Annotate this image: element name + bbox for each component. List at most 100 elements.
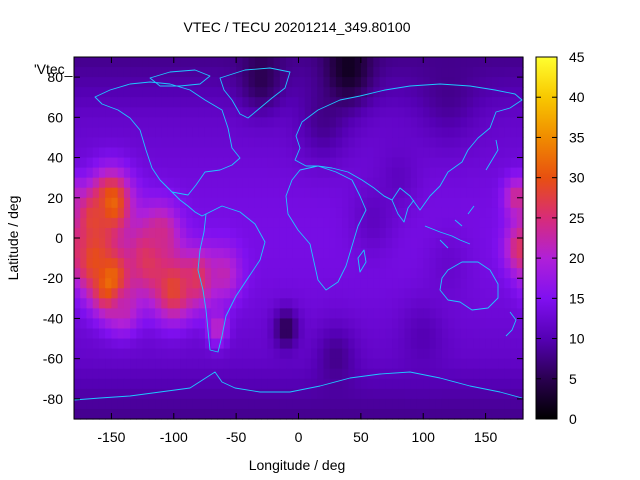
heatmap-cell bbox=[74, 197, 81, 209]
heatmap-cell bbox=[367, 87, 374, 98]
heatmap-cell bbox=[466, 378, 474, 390]
heatmap-cell bbox=[74, 268, 81, 279]
heatmap-cell bbox=[242, 258, 250, 269]
heatmap-cell bbox=[416, 398, 424, 410]
heatmap-cell bbox=[204, 388, 212, 400]
heatmap-cell bbox=[130, 137, 137, 149]
heatmap-cell bbox=[80, 227, 88, 239]
heatmap-cell bbox=[479, 248, 487, 259]
heatmap-cell bbox=[236, 117, 243, 128]
heatmap-cell bbox=[279, 348, 287, 360]
heatmap-cell bbox=[466, 137, 474, 149]
heatmap-cell bbox=[223, 57, 231, 68]
heatmap-cell bbox=[466, 268, 474, 279]
heatmap-cell bbox=[167, 217, 175, 229]
heatmap-cell bbox=[360, 137, 368, 149]
heatmap-cell bbox=[229, 358, 237, 370]
heatmap-cell bbox=[491, 77, 499, 88]
heatmap-cell bbox=[248, 127, 256, 139]
heatmap-cell bbox=[173, 167, 181, 179]
heatmap-cell bbox=[279, 167, 287, 179]
heatmap-cell bbox=[211, 157, 219, 169]
heatmap-cell bbox=[286, 288, 293, 299]
heatmap-cell bbox=[223, 238, 231, 249]
heatmap-cell bbox=[204, 127, 212, 139]
heatmap-cell bbox=[435, 328, 443, 340]
heatmap-cell bbox=[367, 408, 374, 420]
heatmap-cell bbox=[236, 137, 243, 149]
heatmap-cell bbox=[217, 288, 225, 299]
heatmap-cell bbox=[310, 368, 318, 380]
heatmap-cell bbox=[516, 97, 524, 108]
heatmap-cell bbox=[504, 97, 512, 108]
heatmap-cell bbox=[223, 107, 231, 118]
heatmap-cell bbox=[186, 217, 194, 229]
heatmap-cell bbox=[273, 288, 281, 299]
heatmap-cell bbox=[142, 147, 150, 159]
heatmap-cell bbox=[80, 258, 88, 269]
heatmap-cell bbox=[217, 388, 225, 400]
heatmap-cell bbox=[148, 127, 156, 139]
heatmap-cell bbox=[180, 318, 187, 330]
heatmap-cell bbox=[80, 157, 88, 169]
heatmap-cell bbox=[74, 97, 81, 108]
heatmap-cell bbox=[373, 107, 381, 118]
heatmap-cell bbox=[398, 298, 406, 309]
heatmap-cell bbox=[198, 87, 206, 98]
heatmap-cell bbox=[385, 57, 393, 68]
y-tick-label: 80 bbox=[47, 69, 63, 85]
heatmap-cell bbox=[80, 57, 88, 68]
heatmap-cell bbox=[261, 227, 268, 239]
heatmap-cell bbox=[279, 238, 287, 249]
heatmap-cell bbox=[204, 87, 212, 98]
heatmap-cell bbox=[504, 308, 512, 320]
heatmap-cell bbox=[111, 207, 119, 219]
heatmap-cell bbox=[80, 197, 88, 209]
heatmap-cell bbox=[448, 258, 456, 269]
heatmap-cell bbox=[130, 147, 137, 159]
heatmap-cell bbox=[373, 137, 381, 149]
heatmap-cell bbox=[310, 157, 318, 169]
heatmap-cell bbox=[111, 137, 119, 149]
heatmap-cell bbox=[473, 127, 480, 139]
heatmap-cell bbox=[416, 408, 424, 420]
heatmap-cell bbox=[491, 358, 499, 370]
heatmap-cell bbox=[130, 308, 137, 320]
heatmap-cell bbox=[204, 308, 212, 320]
heatmap-cell bbox=[173, 137, 181, 149]
heatmap-cell bbox=[329, 57, 337, 68]
heatmap-cell bbox=[379, 187, 387, 199]
heatmap-cell bbox=[161, 238, 169, 249]
heatmap-cell bbox=[98, 217, 106, 229]
heatmap-cell bbox=[342, 227, 349, 239]
heatmap-cell bbox=[74, 298, 81, 309]
heatmap-cell bbox=[180, 187, 187, 199]
heatmap-cell bbox=[360, 238, 368, 249]
heatmap-cell bbox=[136, 348, 144, 360]
heatmap-cell bbox=[510, 248, 518, 259]
heatmap-cell bbox=[385, 408, 393, 420]
heatmap-cell bbox=[186, 177, 194, 189]
heatmap-cell bbox=[273, 328, 281, 340]
heatmap-cell bbox=[130, 197, 137, 209]
heatmap-cell bbox=[217, 378, 225, 390]
heatmap-cell bbox=[86, 268, 94, 279]
heatmap-cell bbox=[435, 227, 443, 239]
heatmap-cell bbox=[367, 147, 374, 159]
x-tick-label: -50 bbox=[226, 429, 246, 445]
heatmap-cell bbox=[373, 187, 381, 199]
heatmap-cell bbox=[454, 67, 462, 78]
heatmap-cell bbox=[379, 258, 387, 269]
heatmap-cell bbox=[123, 147, 131, 159]
heatmap-cell bbox=[441, 127, 449, 139]
colorbar-tick-label: 20 bbox=[569, 250, 585, 266]
heatmap-cell bbox=[448, 227, 456, 239]
heatmap-cell bbox=[111, 147, 119, 159]
heatmap-cell bbox=[236, 207, 243, 219]
heatmap-cell bbox=[167, 288, 175, 299]
heatmap-cell bbox=[379, 127, 387, 139]
heatmap-cell bbox=[123, 348, 131, 360]
heatmap-cell bbox=[148, 238, 156, 249]
heatmap-cell bbox=[454, 217, 462, 229]
heatmap-cell bbox=[479, 338, 487, 350]
